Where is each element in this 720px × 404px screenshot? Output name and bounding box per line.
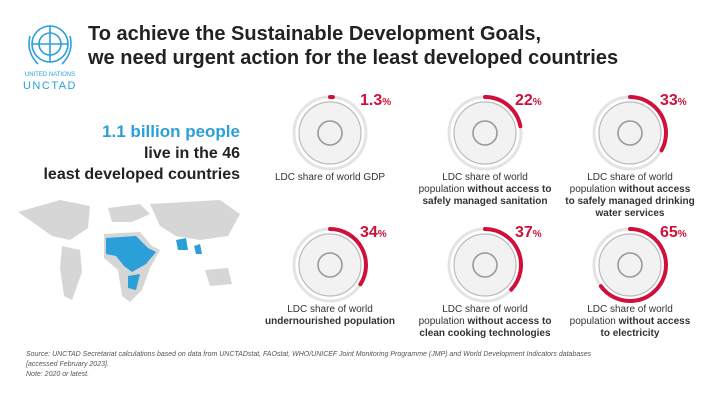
description-part: to safely managed drinking [565,196,694,207]
share-arc [483,227,523,292]
title: we need urgent action for the least deve… [87,47,618,69]
icon-circle [298,233,362,297]
description-part: water services [595,208,665,219]
share-value: 33% [660,92,687,109]
icon-circle [598,101,662,165]
icon [617,120,643,146]
logo-text: UNCTAD [23,80,77,92]
share-value: 1.3% [360,92,391,109]
share-unit: % [678,97,687,108]
description: population without access [570,316,691,327]
description: population without access to [419,316,552,327]
share-unit: % [533,97,542,108]
description: LDC share of world [442,304,528,315]
share-unit: % [533,229,542,240]
icon-circle [453,233,517,297]
share-unit: % [678,229,687,240]
share-arc [328,227,368,287]
description: safely managed sanitation [422,196,547,207]
description: to electricity [601,328,660,339]
share-value: 22% [515,92,542,109]
footer-text: Note: 2020 or latest. [26,371,89,378]
description: undernourished population [265,316,395,327]
description-part: LDC share of world [587,304,673,315]
description-part: safely managed sanitation [422,196,547,207]
un-emblem [28,25,72,65]
share-arc [598,227,668,303]
description-part: LDC share of world [587,172,673,183]
description: LDC share of world [587,172,673,183]
footer-text: Source: UNCTAD Secretariat calculations … [26,351,592,358]
icon-circle [453,101,517,165]
world-map [18,200,240,302]
share-number: 33 [660,92,678,109]
share-arc [628,95,668,153]
share-number: 37 [515,224,533,241]
share-number: 65 [660,224,678,241]
headline: 1.1 billion people [102,122,240,141]
description: LDC share of world [587,304,673,315]
share-number: 34 [360,224,378,241]
icon-circle [298,101,362,165]
description-part: to electricity [601,328,660,339]
logo-text: UNITED NATIONS [25,72,75,78]
share-arc [483,95,523,129]
icon [472,252,498,278]
description: LDC share of world [287,304,373,315]
description-part: LDC share of world [442,304,528,315]
description-part: LDC share of world GDP [275,172,385,183]
share-unit: % [378,229,387,240]
description-part: population [419,184,468,195]
stats-grid: 1.3% LDC share of world GDP 22% LDC share o… [265,92,695,339]
description-part: LDC share of world [442,172,528,183]
share-value: 65% [660,224,687,241]
icon [472,120,498,146]
icon [317,252,343,278]
description-part: clean cooking technologies [419,328,551,339]
description-part: without access to [467,184,552,195]
share-number: 1.3 [360,92,382,109]
description: water services [595,208,665,219]
description-part: undernourished population [265,316,395,327]
description: to safely managed drinking [565,196,694,207]
share-number: 22 [515,92,533,109]
share-unit: % [382,97,391,108]
description-part: population [570,184,619,195]
description-part: LDC share of world [287,304,373,315]
description-part: population [419,316,468,327]
icon [617,252,643,278]
icon [317,120,343,146]
description: LDC share of world [442,172,528,183]
share-value: 37% [515,224,542,241]
description: population without access [570,184,691,195]
footer-text: [accessed February 2023]. [25,361,109,368]
description: population without access to [419,184,552,195]
description-part: without access to [467,316,552,327]
footer: Source: UNCTAD Secretariat calculations … [25,351,592,378]
icon-circle [598,233,662,297]
description: clean cooking technologies [419,328,551,339]
description: LDC share of world GDP [275,172,385,183]
description-part: without access [618,184,691,195]
share-value: 34% [360,224,387,241]
title: To achieve the Sustainable Development G… [88,23,541,45]
headline: live in the 46 [144,145,240,162]
headline: least developed countries [43,166,240,183]
description-part: population [570,316,619,327]
description-part: without access [618,316,691,327]
